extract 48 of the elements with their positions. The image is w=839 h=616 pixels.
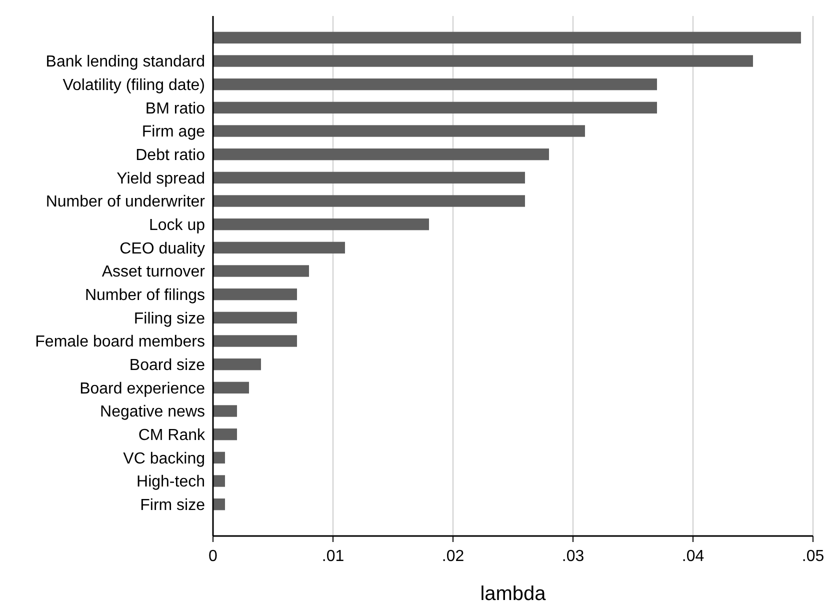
y-tick-label: Firm size (140, 496, 206, 514)
bar (213, 475, 225, 487)
y-tick-label: Firm age (142, 124, 206, 141)
bar (213, 288, 297, 300)
x-tick-label: 0 (208, 548, 218, 565)
y-tick-label: Yield spread (116, 170, 205, 188)
bar (213, 148, 549, 160)
bar (213, 102, 657, 114)
y-tick-label: BM ratio (145, 100, 206, 118)
bar (213, 78, 657, 90)
y-tick-label: High-tech (136, 474, 205, 491)
bar (213, 172, 525, 184)
y-tick-label: CEO duality (120, 240, 205, 258)
y-tick-label: Board experience (80, 380, 206, 398)
bar (213, 498, 225, 510)
bar (213, 242, 345, 254)
x-tick-label: .02 (442, 548, 464, 565)
bar (213, 428, 237, 440)
bar (213, 265, 309, 277)
bar (213, 32, 801, 44)
x-tick-label: .03 (562, 548, 584, 565)
y-tick-label: Lock up (148, 216, 206, 234)
x-tick-label: .01 (322, 548, 344, 565)
y-tick-label: Number of filings (84, 286, 205, 304)
bar (213, 358, 261, 370)
bar (213, 312, 297, 324)
bar (213, 405, 237, 417)
y-tick-label: Asset turnover (102, 264, 206, 281)
x-axis-title: lambda (480, 583, 547, 605)
bar (213, 382, 249, 394)
bar (213, 195, 525, 207)
y-tick-label: VC backing (123, 450, 205, 468)
y-tick-label: Debt ratio (136, 146, 206, 164)
y-tick-label: CM Rank (138, 426, 206, 444)
y-tick-label: Volatility (filing date) (62, 76, 205, 94)
bar (213, 335, 297, 347)
x-tick-label: .04 (682, 548, 704, 565)
y-tick-label: Number of underwriter (46, 194, 206, 211)
bar (213, 125, 585, 137)
y-tick-label: Negative news (100, 404, 205, 421)
x-tick-label: .05 (802, 548, 824, 565)
bar (213, 55, 753, 67)
y-tick-label: Bank lending standard (46, 54, 205, 71)
y-tick-label: Filing size (134, 310, 206, 328)
y-tick-label: Board size (129, 356, 206, 374)
bar (213, 218, 429, 230)
y-tick-label: Female board members (35, 334, 205, 351)
bar (213, 452, 225, 464)
